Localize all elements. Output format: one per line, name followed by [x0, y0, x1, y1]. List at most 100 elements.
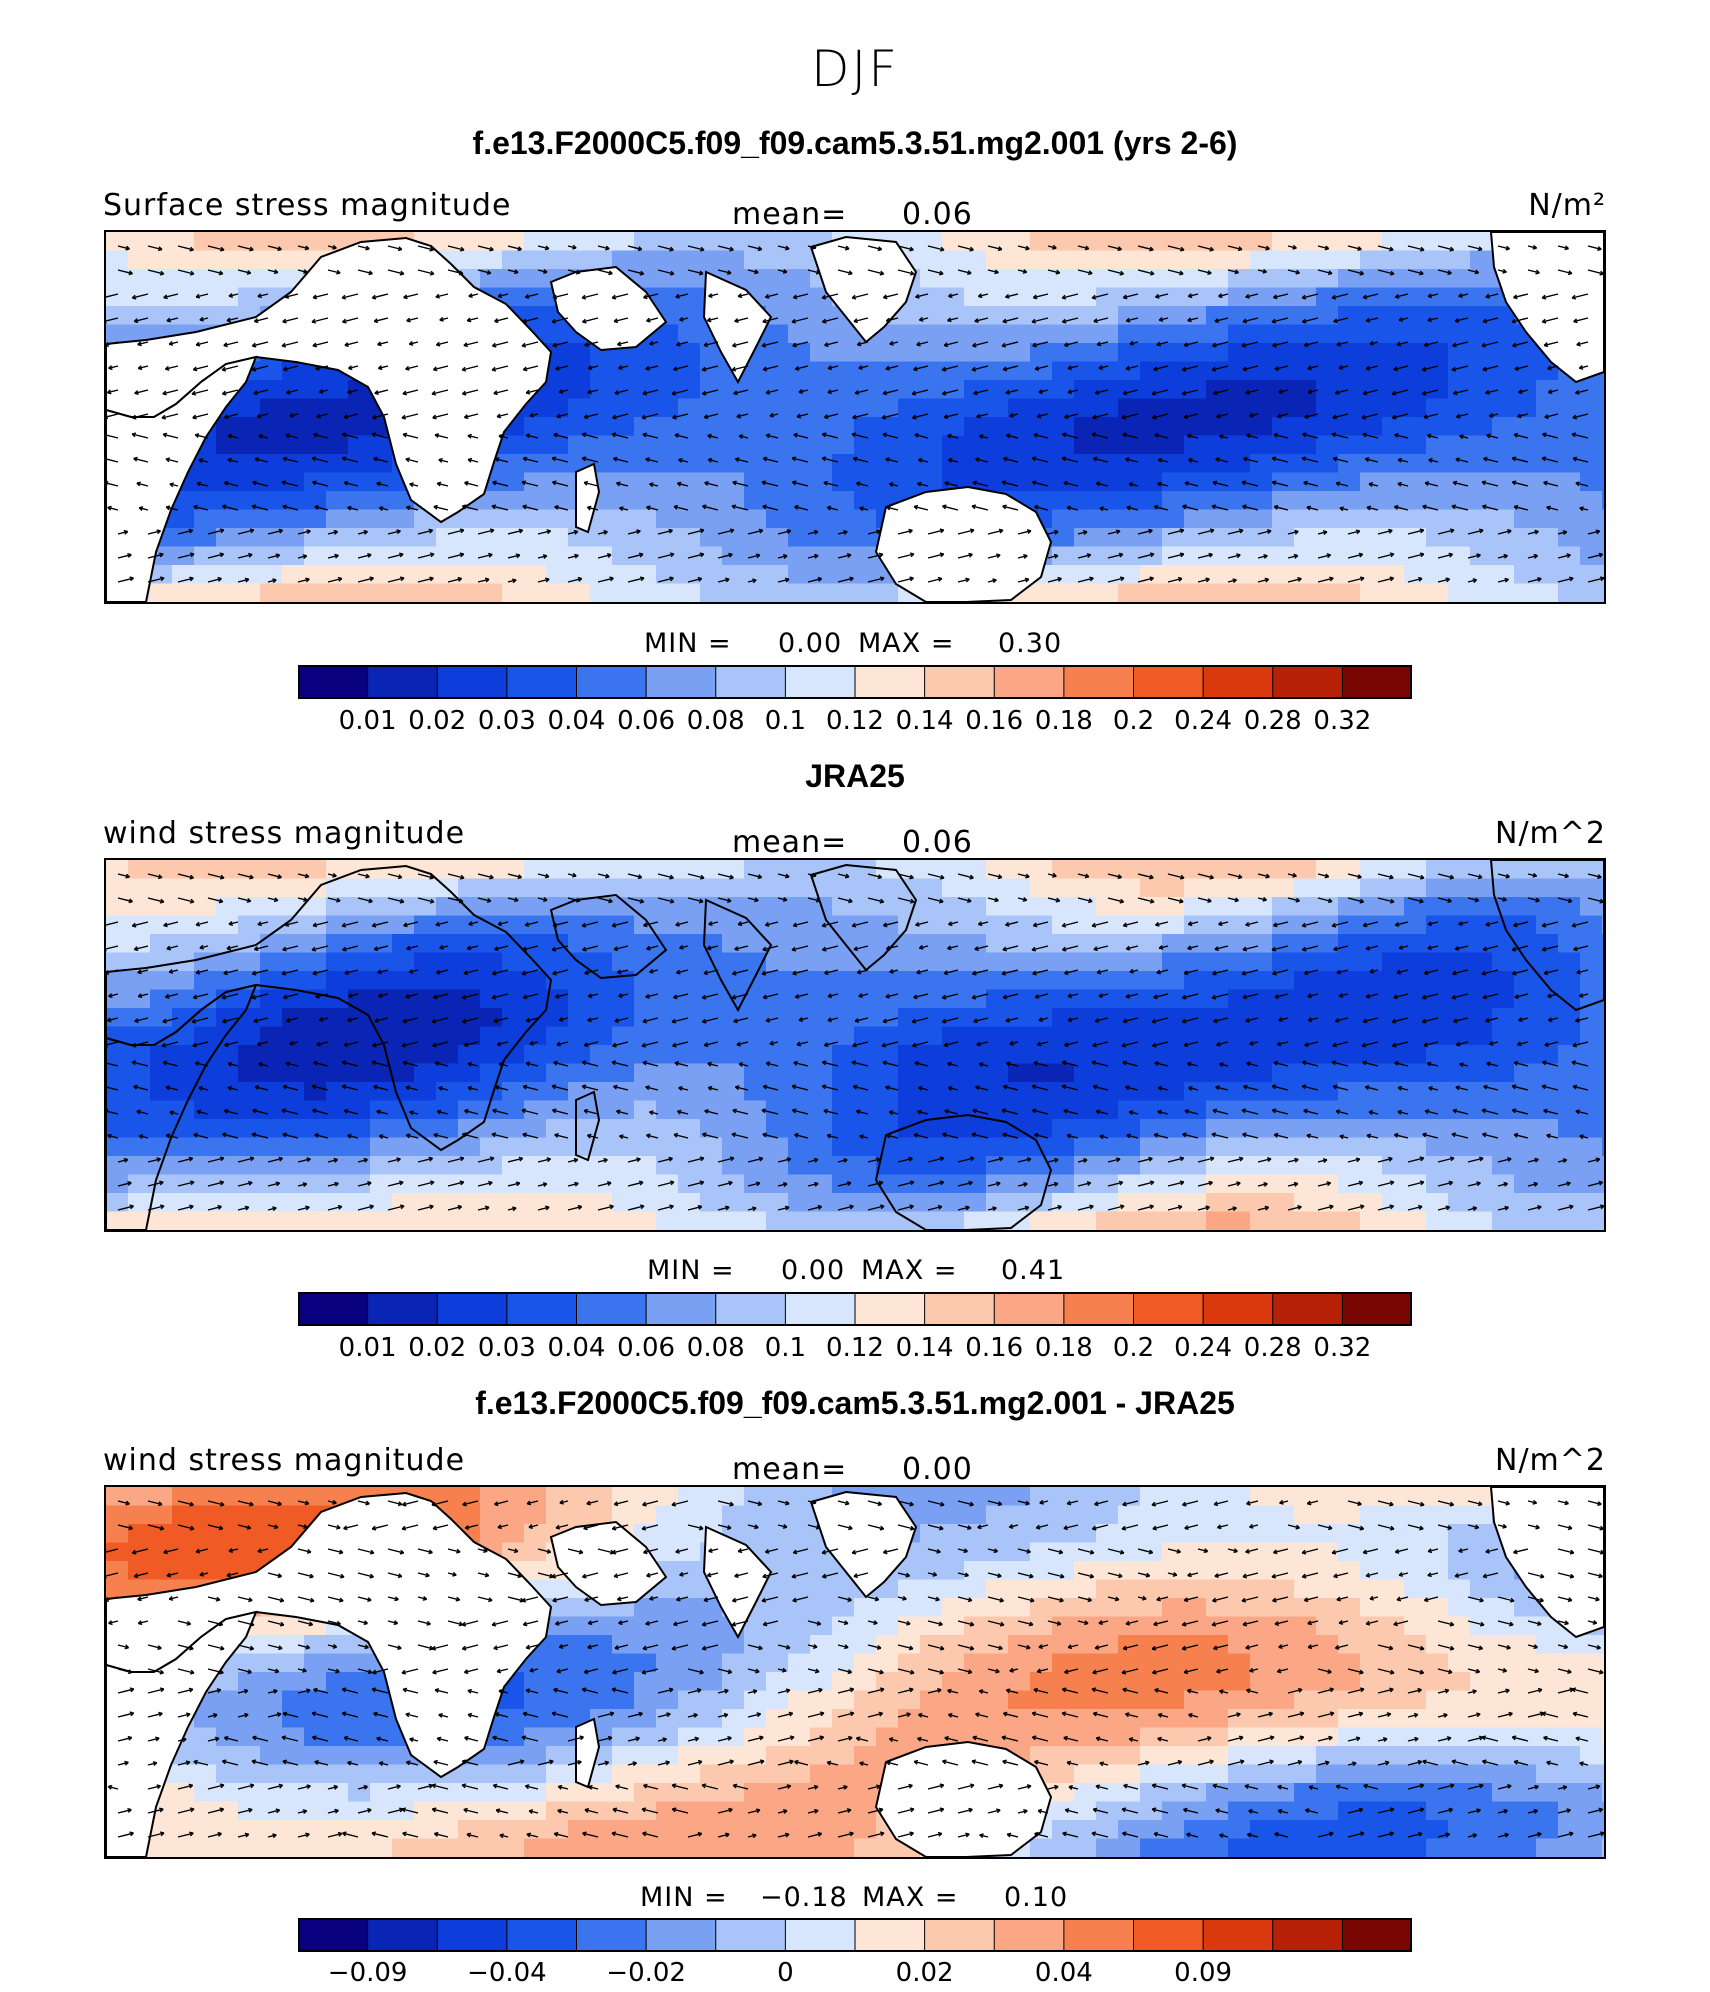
colorbar-swatch [925, 1292, 995, 1326]
colorbar-tick-label: 0.03 [478, 1333, 536, 1363]
colorbar-tick-label: 0.28 [1244, 706, 1302, 736]
colorbar-swatch [1273, 1292, 1343, 1326]
colorbar-tick-label: 0.01 [339, 706, 397, 736]
colorbar-tick-label: 0.06 [617, 706, 675, 736]
colorbar-tick-label: 0.16 [965, 706, 1023, 736]
colorbar-swatch [1203, 1292, 1273, 1326]
panel-3-colorbar [298, 1918, 1412, 1952]
panel-2-max-label: MAX = [861, 1255, 957, 1286]
colorbar-swatch [785, 1918, 855, 1952]
colorbar-tick-label: 0.12 [826, 706, 884, 736]
colorbar-swatch [994, 1918, 1064, 1952]
colorbar-tick-label: 0.03 [478, 706, 536, 736]
panel-3-max-label: MAX = [862, 1882, 958, 1913]
colorbar-tick-label: 0.08 [687, 706, 745, 736]
panel-2-field-label: wind stress magnitude [103, 816, 465, 851]
panel-1-case-title: f.e13.F2000C5.f09_f09.cam5.3.51.mg2.001 … [0, 125, 1710, 162]
colorbar-tick-label: 0.01 [339, 1333, 397, 1363]
colorbar-tick-label: −0.02 [606, 1958, 686, 1988]
colorbar-swatch [1064, 1292, 1134, 1326]
colorbar-tick-label: 0.32 [1313, 706, 1371, 736]
colorbar-swatch [646, 1918, 716, 1952]
colorbar-swatch [716, 1918, 786, 1952]
colorbar-swatch [646, 1292, 716, 1326]
panel-3-map [104, 1485, 1606, 1859]
panel-2-colorbar-ticks: 0.01 0.02 0.03 0.04 0.06 0.08 0.1 0.12 0.14 0.16 0… [298, 1333, 1412, 1367]
colorbar-tick-label: 0.04 [548, 706, 606, 736]
colorbar-swatch [1203, 1918, 1273, 1952]
colorbar-tick-label: 0.06 [617, 1333, 675, 1363]
colorbar-swatch [577, 665, 647, 699]
colorbar-tick-label: 0.08 [687, 1333, 745, 1363]
colorbar-swatch [437, 665, 507, 699]
coastline-australia [876, 487, 1051, 602]
colorbar-swatch [855, 665, 925, 699]
colorbar-tick-label: 0.14 [896, 1333, 954, 1363]
panel-1-mean-value: 0.06 [902, 197, 973, 232]
panel-2-mean-value: 0.06 [902, 825, 973, 860]
colorbar-swatch [368, 1292, 438, 1326]
colorbar-swatch [1342, 1918, 1412, 1952]
panel-1-units: N/m² [1528, 188, 1606, 223]
colorbar-tick-label: −0.04 [467, 1958, 547, 1988]
panel-3-mean-value: 0.00 [902, 1452, 973, 1487]
colorbar-swatch [925, 665, 995, 699]
panel-2-min-label: MIN = [647, 1255, 735, 1286]
panel-1-field-label: Surface stress magnitude [103, 188, 511, 223]
colorbar-swatch [577, 1292, 647, 1326]
colorbar-tick-label: 0 [777, 1958, 794, 1988]
panel-1-map [104, 230, 1606, 604]
colorbar-tick-label: 0.16 [965, 1333, 1023, 1363]
colorbar-tick-label: 0.1 [765, 706, 806, 736]
colorbar-tick-label: 0.1 [765, 1333, 806, 1363]
colorbar-swatch [855, 1918, 925, 1952]
colorbar-swatch [577, 1918, 647, 1952]
colorbar-swatch [1273, 1918, 1343, 1952]
colorbar-swatch [298, 665, 368, 699]
panel-2-case-title: JRA25 [0, 758, 1710, 795]
colorbar-swatch [1342, 1292, 1412, 1326]
coastline-australia [876, 1742, 1051, 1857]
colorbar-swatch [785, 1292, 855, 1326]
colorbar-tick-label: 0.09 [1174, 1958, 1232, 1988]
colorbar-swatch [1064, 1918, 1134, 1952]
colorbar-swatch [437, 1292, 507, 1326]
colorbar-swatch [298, 1292, 368, 1326]
colorbar-swatch [1064, 665, 1134, 699]
colorbar-swatch [1203, 665, 1273, 699]
colorbar-swatch [298, 1918, 368, 1952]
colorbar-tick-label: 0.14 [896, 706, 954, 736]
panel-2-units: N/m^2 [1495, 816, 1606, 851]
colorbar-swatch [507, 665, 577, 699]
panel-2-colorbar [298, 1292, 1412, 1326]
panel-2-max-value: 0.41 [1001, 1255, 1065, 1286]
panel-1-max-value: 0.30 [998, 628, 1062, 659]
colorbar-tick-label: 0.04 [548, 1333, 606, 1363]
colorbar-swatch [994, 665, 1064, 699]
panel-1-colorbar [298, 665, 1412, 699]
colorbar-swatch [1342, 665, 1412, 699]
colorbar-swatch [716, 665, 786, 699]
panel-3-case-title: f.e13.F2000C5.f09_f09.cam5.3.51.mg2.001 … [0, 1385, 1710, 1422]
colorbar-tick-label: 0.18 [1035, 1333, 1093, 1363]
colorbar-swatch [368, 1918, 438, 1952]
colorbar-tick-label: 0.04 [1035, 1958, 1093, 1988]
figure-title: DJF [0, 40, 1710, 98]
colorbar-tick-label: 0.02 [408, 1333, 466, 1363]
colorbar-swatch [1134, 665, 1204, 699]
panel-2-min-value: 0.00 [781, 1255, 845, 1286]
colorbar-swatch [1134, 1918, 1204, 1952]
colorbar-swatch [507, 1292, 577, 1326]
colorbar-tick-label: 0.02 [896, 1958, 954, 1988]
panel-1-mean-label: mean= [732, 197, 847, 232]
colorbar-swatch [785, 665, 855, 699]
colorbar-swatch [994, 1292, 1064, 1326]
panel-1-min-label: MIN = [644, 628, 732, 659]
colorbar-swatch [1273, 665, 1343, 699]
panel-3-mean-label: mean= [732, 1452, 847, 1487]
colorbar-tick-label: 0.12 [826, 1333, 884, 1363]
colorbar-swatch [646, 665, 716, 699]
colorbar-tick-label: 0.2 [1113, 1333, 1154, 1363]
